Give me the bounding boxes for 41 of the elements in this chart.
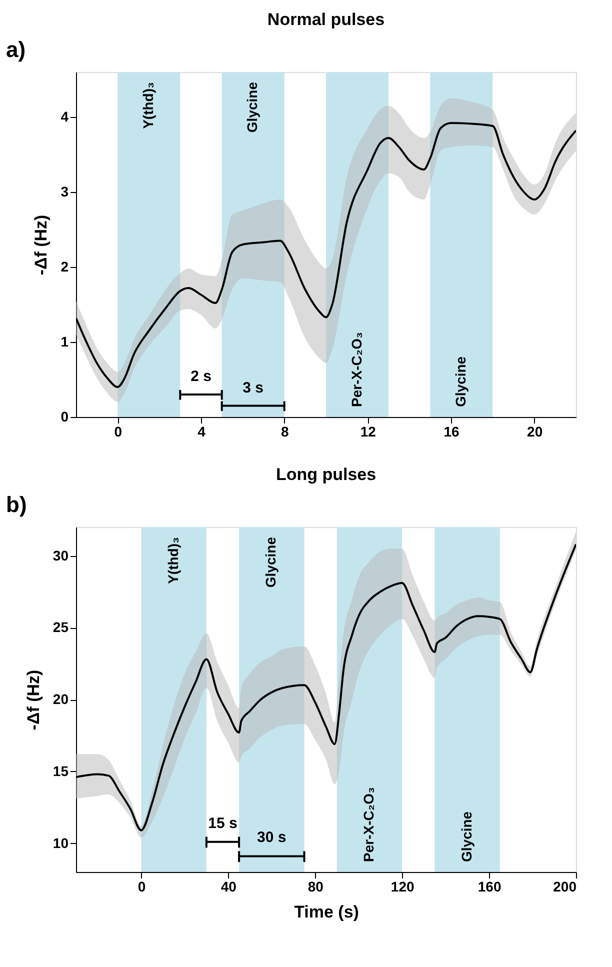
y-tick-label: 20	[52, 691, 69, 707]
annotation: 3 s	[242, 379, 264, 396]
x-tick-label: 200	[553, 878, 577, 894]
band-label: Glycine	[262, 536, 279, 588]
annotation: 2 s	[190, 368, 212, 385]
x-tick-label: 8	[280, 424, 289, 440]
annotation: 15 s	[208, 814, 238, 832]
y-tick-label: 3	[60, 184, 69, 200]
band-label: Glycine	[458, 811, 474, 862]
y-axis-title: -Δf (Hz)	[32, 214, 51, 276]
annotation: 30 s	[257, 829, 286, 846]
y-tick-label: 2	[60, 258, 69, 274]
x-tick-label: 4	[198, 424, 206, 440]
text: b)	[6, 492, 27, 517]
band-label: Per-X-C₂O₃	[360, 787, 376, 862]
band-label: Y(thd)₃	[164, 537, 181, 584]
y-tick-label: 25	[52, 619, 69, 636]
x-tick-label: 12	[360, 424, 376, 440]
band-label: Per-X-C₂O₃	[348, 332, 364, 407]
x-tick-label: 20	[527, 424, 543, 440]
chart-title: Long pulses	[276, 465, 376, 484]
text: a)	[6, 37, 26, 62]
x-tick-label: 0	[114, 424, 122, 440]
y-tick-label: 15	[52, 762, 69, 779]
y-tick-label: 1	[60, 334, 69, 350]
chart-title: Normal pulses	[267, 10, 385, 29]
x-axis-title: Time (s)	[294, 902, 359, 922]
band-label: Glycine	[244, 82, 260, 133]
x-tick-label: 80	[308, 878, 324, 894]
x-tick-label: 16	[444, 424, 460, 440]
x-tick-label: 120	[390, 878, 414, 894]
x-tick-label: 0	[138, 878, 146, 894]
y-tick-label: 10	[52, 834, 69, 851]
band-label: Glycine	[452, 356, 468, 407]
y-axis-title: -Δf (Hz)	[24, 670, 43, 730]
y-tick-label: 30	[52, 547, 69, 564]
x-tick-label: 160	[478, 878, 502, 894]
x-tick-label: 40	[220, 878, 237, 894]
band-label: Y(thd)₃	[140, 82, 156, 129]
y-tick-label: 4	[60, 108, 69, 124]
y-tick-label: 0	[60, 408, 69, 424]
